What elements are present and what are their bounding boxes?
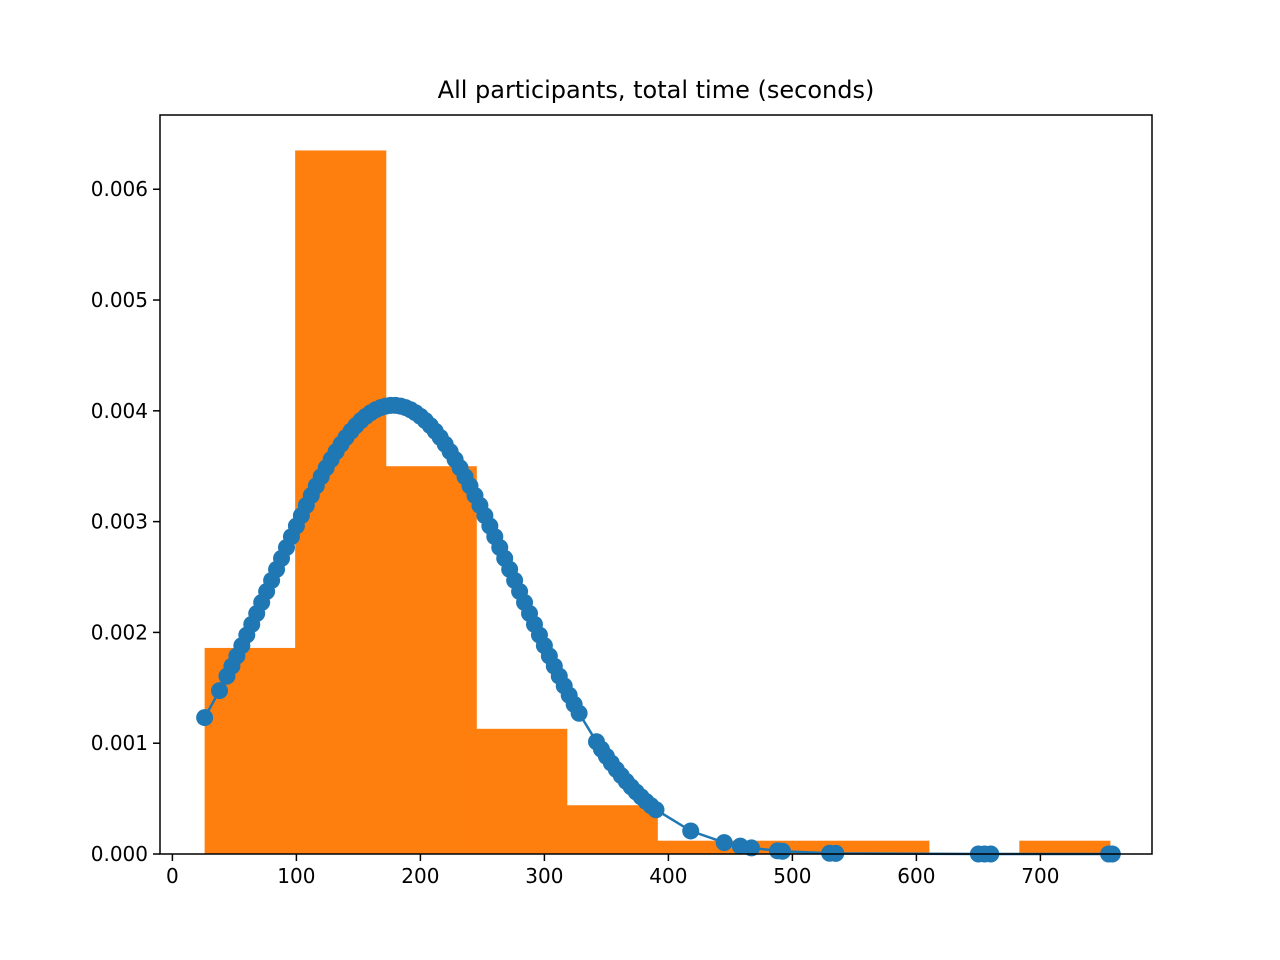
axes-frame — [159, 114, 1153, 855]
density-point — [742, 839, 760, 857]
y-tick-label: 0.006 — [91, 177, 148, 201]
histogram-bar — [385, 466, 477, 854]
histogram-bar — [204, 647, 296, 854]
histogram-bars — [204, 150, 1111, 854]
x-tick-label: 400 — [649, 864, 687, 888]
y-tick-label: 0.004 — [91, 399, 148, 423]
density-point — [211, 682, 229, 700]
x-axis-ticks: 0 100 200 300 400 500 600 700 — [166, 854, 1059, 888]
x-tick-label: 0 — [166, 864, 179, 888]
x-tick-label: 200 — [401, 864, 439, 888]
y-tick-label: 0.001 — [91, 731, 148, 755]
x-tick-label: 500 — [773, 864, 811, 888]
density-point — [682, 822, 700, 840]
y-tick-label: 0.003 — [91, 510, 148, 534]
density-point — [647, 801, 665, 819]
density-point — [715, 834, 733, 852]
histogram-bar — [566, 805, 658, 854]
y-tick-label: 0.005 — [91, 288, 148, 312]
chart-title: All participants, total time (seconds) — [438, 76, 875, 104]
y-axis-ticks: 0.000 0.001 0.002 0.003 0.004 0.005 0.006 — [91, 177, 160, 866]
x-tick-label: 600 — [897, 864, 935, 888]
density-point — [196, 709, 214, 727]
histogram-bar — [476, 728, 568, 854]
histogram-bar — [838, 840, 930, 854]
density-curve — [196, 396, 1121, 863]
y-tick-label: 0.000 — [91, 842, 148, 866]
density-point — [773, 842, 791, 860]
x-tick-label: 100 — [277, 864, 315, 888]
x-tick-label: 300 — [525, 864, 563, 888]
x-tick-label: 700 — [1021, 864, 1059, 888]
y-tick-label: 0.002 — [91, 620, 148, 644]
histogram-bar — [1019, 840, 1111, 854]
density-point — [570, 704, 588, 722]
